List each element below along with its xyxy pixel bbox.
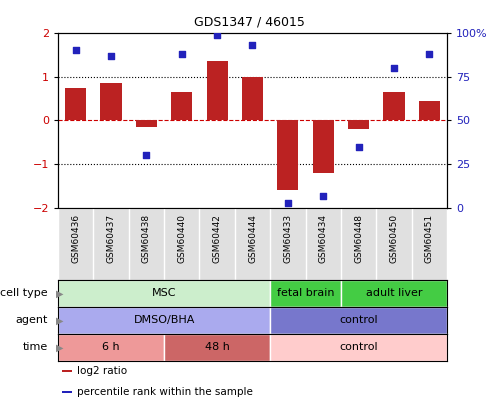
Point bbox=[178, 51, 186, 57]
Text: GSM60450: GSM60450 bbox=[389, 214, 399, 263]
Point bbox=[213, 32, 221, 38]
Bar bbox=[100, 83, 122, 120]
Text: percentile rank within the sample: percentile rank within the sample bbox=[77, 388, 253, 397]
Bar bbox=[270, 334, 447, 361]
Bar bbox=[348, 120, 369, 129]
Point bbox=[425, 51, 433, 57]
Bar bbox=[383, 92, 405, 120]
Text: control: control bbox=[339, 315, 378, 326]
Text: GSM60434: GSM60434 bbox=[319, 214, 328, 263]
Text: GSM60438: GSM60438 bbox=[142, 214, 151, 263]
Point bbox=[72, 47, 80, 54]
Bar bbox=[62, 391, 72, 393]
Point bbox=[319, 192, 327, 199]
Text: GSM60437: GSM60437 bbox=[107, 214, 116, 263]
Bar bbox=[62, 370, 72, 372]
Text: ▶: ▶ bbox=[55, 343, 63, 352]
Text: GSM60440: GSM60440 bbox=[177, 214, 186, 263]
Point bbox=[142, 152, 150, 159]
Text: GSM60451: GSM60451 bbox=[425, 214, 434, 263]
Bar bbox=[58, 307, 270, 334]
Point bbox=[390, 65, 398, 71]
Bar bbox=[312, 120, 334, 173]
Text: ▶: ▶ bbox=[55, 315, 63, 326]
Text: ▶: ▶ bbox=[55, 288, 63, 298]
Bar bbox=[207, 62, 228, 120]
Bar bbox=[242, 77, 263, 120]
Point bbox=[355, 143, 363, 150]
Point bbox=[107, 53, 115, 59]
Bar bbox=[171, 92, 193, 120]
Bar bbox=[270, 307, 447, 334]
Bar bbox=[270, 280, 341, 307]
Bar bbox=[277, 120, 298, 190]
Text: GSM60433: GSM60433 bbox=[283, 214, 292, 263]
Text: 48 h: 48 h bbox=[205, 343, 230, 352]
Bar bbox=[419, 101, 440, 120]
Text: control: control bbox=[339, 343, 378, 352]
Text: log2 ratio: log2 ratio bbox=[77, 367, 128, 377]
Text: GSM60448: GSM60448 bbox=[354, 214, 363, 263]
Bar bbox=[58, 334, 164, 361]
Text: GSM60436: GSM60436 bbox=[71, 214, 80, 263]
Text: MSC: MSC bbox=[152, 288, 176, 298]
Bar bbox=[58, 280, 270, 307]
Text: agent: agent bbox=[15, 315, 48, 326]
Text: cell type: cell type bbox=[0, 288, 48, 298]
Text: GDS1347 / 46015: GDS1347 / 46015 bbox=[194, 16, 305, 29]
Text: DMSO/BHA: DMSO/BHA bbox=[133, 315, 195, 326]
Point bbox=[284, 200, 292, 206]
Text: time: time bbox=[23, 343, 48, 352]
Bar bbox=[164, 334, 270, 361]
Text: fetal brain: fetal brain bbox=[277, 288, 334, 298]
Bar bbox=[136, 120, 157, 127]
Point bbox=[249, 42, 256, 49]
Bar bbox=[65, 87, 86, 120]
Text: GSM60442: GSM60442 bbox=[213, 214, 222, 262]
Text: GSM60444: GSM60444 bbox=[248, 214, 257, 262]
Text: adult liver: adult liver bbox=[366, 288, 422, 298]
Text: 6 h: 6 h bbox=[102, 343, 120, 352]
Bar bbox=[341, 280, 447, 307]
